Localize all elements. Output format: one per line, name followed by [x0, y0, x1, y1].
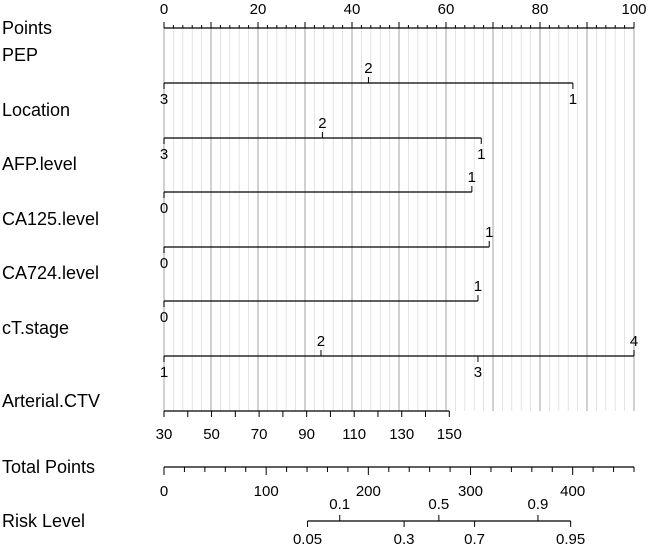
total-points-tick-label: 0 — [160, 483, 168, 500]
level-label: 1 — [160, 364, 168, 381]
total-points-tick-label: 300 — [458, 483, 483, 500]
arterial-ctv-tick-label: 90 — [298, 426, 315, 443]
variable-label: Location — [2, 100, 70, 120]
risk-level-tick-label: 0.05 — [293, 531, 322, 548]
variable-label: PEP — [2, 45, 38, 65]
level-label: 2 — [318, 115, 326, 132]
points-axis-tick-label: 80 — [532, 1, 549, 18]
level-label: 4 — [630, 333, 638, 350]
points-axis-tick-label: 100 — [621, 1, 646, 18]
level-label: 0 — [160, 200, 168, 217]
variable-label: CA724.level — [2, 263, 99, 283]
points-axis-tick-label: 20 — [250, 1, 267, 18]
level-label: 1 — [477, 146, 485, 163]
variable-label: cT.stage — [2, 318, 69, 338]
risk-level-tick-label: 0.3 — [394, 531, 415, 548]
risk-level-tick-label: 0.1 — [329, 496, 350, 513]
level-label: 3 — [160, 146, 168, 163]
arterial-ctv-tick-label: 150 — [437, 426, 462, 443]
level-label: 1 — [569, 91, 577, 108]
total-points-tick-label: 400 — [560, 483, 585, 500]
risk-level-label: Risk Level — [2, 511, 85, 531]
arterial-ctv-tick-label: 70 — [251, 426, 268, 443]
level-label: 2 — [317, 333, 325, 350]
total-points-tick-label: 200 — [356, 483, 381, 500]
arterial-ctv-tick-label: 130 — [389, 426, 414, 443]
level-label: 3 — [474, 364, 482, 381]
risk-level-tick-label: 0.7 — [464, 531, 485, 548]
variable-label: AFP.level — [2, 154, 77, 174]
arterial-ctv-label: Arterial.CTV — [2, 391, 100, 411]
points-axis-label: Points — [2, 18, 52, 38]
level-label: 1 — [485, 224, 493, 241]
level-label: 1 — [474, 278, 482, 295]
points-axis-tick-label: 40 — [344, 1, 361, 18]
arterial-ctv-tick-label: 110 — [342, 426, 366, 443]
risk-level-tick-label: 0.9 — [528, 496, 549, 513]
level-label: 0 — [160, 309, 168, 326]
arterial-ctv-tick-label: 50 — [203, 426, 220, 443]
level-label: 0 — [160, 255, 168, 272]
total-points-label: Total Points — [2, 457, 95, 477]
total-points-tick-label: 100 — [254, 483, 279, 500]
variable-label: CA125.level — [2, 209, 99, 229]
points-axis-tick-label: 60 — [438, 1, 455, 18]
points-axis-tick-label: 0 — [160, 1, 168, 18]
level-label: 3 — [160, 91, 168, 108]
level-label: 2 — [364, 60, 372, 77]
risk-level-tick-label: 0.95 — [556, 531, 585, 548]
level-label: 1 — [468, 169, 476, 186]
points-gridlines — [163, 28, 635, 411]
risk-level-tick-label: 0.5 — [428, 496, 449, 513]
arterial-ctv-tick-label: 30 — [156, 426, 173, 443]
